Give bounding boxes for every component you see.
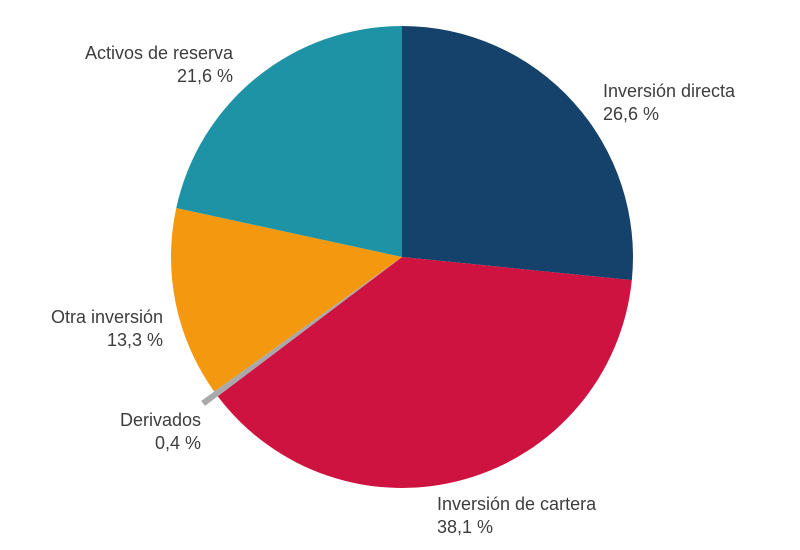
slice-value: 0,4 % [154, 433, 201, 453]
pie-slice-4 [176, 25, 402, 258]
slice-name: Inversión de cartera [437, 494, 597, 514]
slice-label-inversion-de-cartera: Inversión de cartera 38,1 % [437, 493, 596, 539]
pie-slice-3 [171, 208, 402, 392]
slice-label-inversion-directa: Inversión directa 26,6 % [603, 80, 735, 126]
slice-value: 26,6 % [603, 104, 660, 124]
slice-label-derivados: Derivados 0,4 % [120, 409, 201, 455]
pie-slice-0 [402, 26, 633, 281]
slice-name: Derivados [119, 410, 201, 430]
slice-label-otra-inversion: Otra inversión 13,3 % [51, 306, 163, 352]
slice-value: 21,6 % [176, 66, 233, 86]
slice-name: Activos de reserva [84, 43, 233, 63]
pie-slice-2 [201, 257, 402, 406]
pie-slice-1 [217, 257, 632, 488]
slice-value: 13,3 % [106, 330, 163, 350]
slice-label-activos-de-reserva: Activos de reserva 21,6 % [85, 42, 233, 88]
slice-name: Otra inversión [50, 307, 163, 327]
slice-value: 38,1 % [437, 517, 494, 537]
slice-name: Inversión directa [603, 81, 736, 101]
